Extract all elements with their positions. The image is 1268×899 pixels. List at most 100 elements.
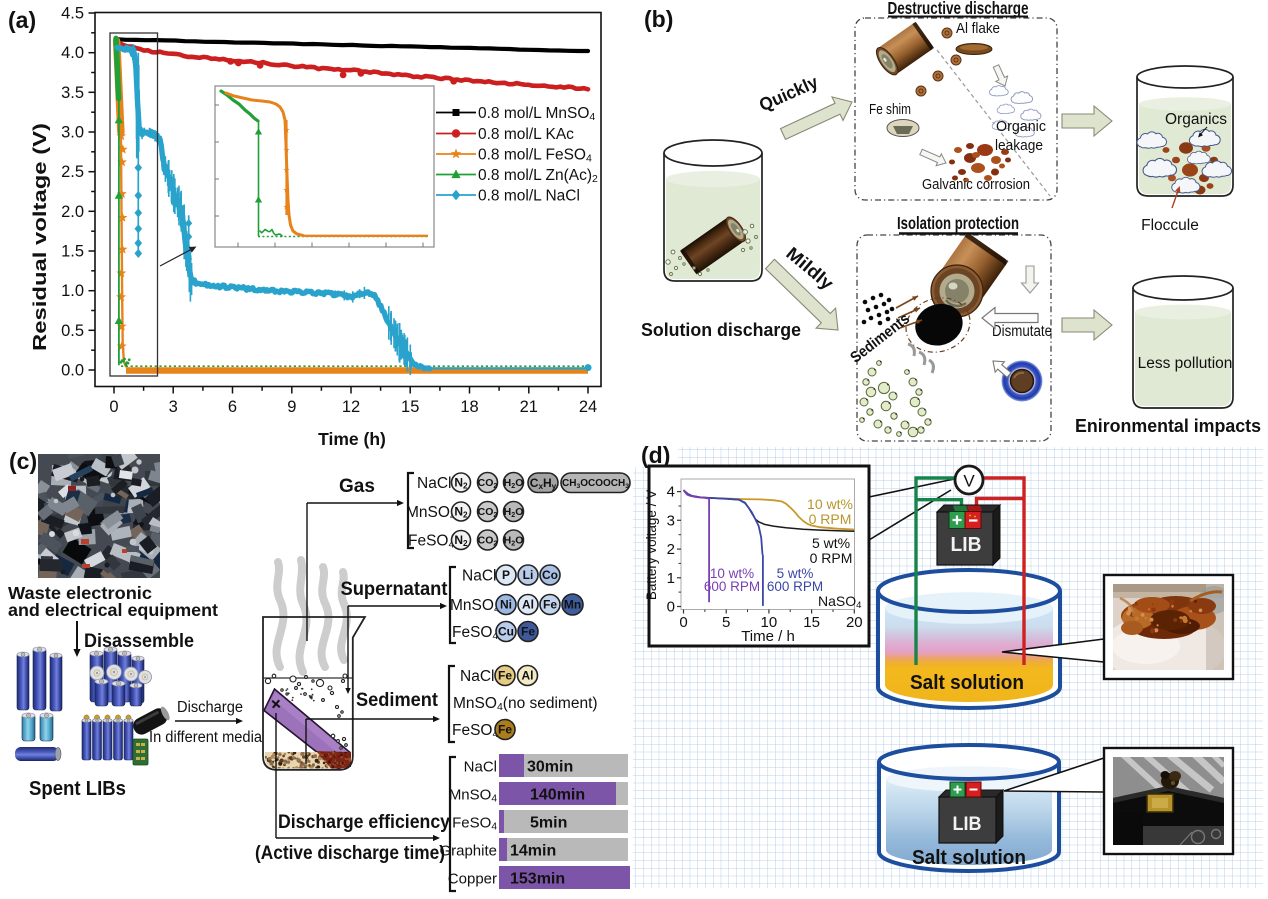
svg-text:Fe: Fe: [543, 598, 557, 612]
svg-text:N2: N2: [454, 505, 468, 520]
svg-text:Li: Li: [523, 568, 534, 582]
svg-text:N2: N2: [454, 533, 468, 548]
svg-text:10 wt%: 10 wt%: [710, 566, 754, 581]
svg-text:Fe shim: Fe shim: [869, 102, 911, 118]
svg-text:0: 0: [679, 614, 687, 631]
svg-text:3: 3: [667, 512, 675, 529]
svg-text:H2O: H2O: [504, 535, 524, 548]
svg-text:Fe: Fe: [498, 723, 512, 737]
svg-text:Dismutate: Dismutate: [992, 323, 1052, 340]
svg-text:NaSO4: NaSO4: [818, 593, 861, 611]
svg-text:0.5: 0.5: [61, 322, 84, 340]
svg-text:21: 21: [520, 398, 538, 416]
svg-text:4: 4: [667, 484, 675, 501]
svg-text:1.0: 1.0: [61, 282, 84, 300]
svg-text:MnSO4: MnSO4: [449, 787, 498, 805]
svg-text:(a): (a): [8, 7, 36, 33]
svg-text:Al flake: Al flake: [956, 21, 1000, 37]
svg-text:0 RPM: 0 RPM: [810, 550, 853, 566]
svg-text:12: 12: [342, 398, 360, 416]
svg-text:MnSO4(no sediment): MnSO4(no sediment): [453, 695, 598, 713]
svg-text:Co: Co: [542, 568, 558, 582]
svg-text:Copper: Copper: [448, 871, 497, 888]
svg-text:600 RPM: 600 RPM: [704, 579, 760, 594]
svg-text:0: 0: [109, 398, 118, 416]
svg-text:NaCl: NaCl: [464, 759, 497, 776]
svg-text:10: 10: [761, 614, 778, 631]
svg-text:20: 20: [846, 614, 863, 631]
svg-text:Organic: Organic: [996, 119, 1046, 135]
svg-text:CO2: CO2: [478, 535, 498, 548]
svg-text:H2O: H2O: [504, 506, 524, 519]
svg-text:Time / h: Time / h: [741, 628, 795, 645]
svg-text:Enironmental impacts: Enironmental impacts: [1075, 415, 1261, 436]
svg-text:FeSO4: FeSO4: [452, 624, 498, 642]
svg-text:Sediment: Sediment: [356, 690, 439, 711]
svg-text:24: 24: [579, 398, 597, 416]
svg-text:CO2: CO2: [478, 477, 498, 490]
svg-text:4.5: 4.5: [61, 5, 84, 23]
svg-text:0.8 mol/L FeSO4: 0.8 mol/L FeSO4: [478, 147, 592, 165]
svg-text:MnSO4: MnSO4: [450, 597, 500, 615]
svg-text:P: P: [502, 568, 510, 582]
svg-text:Graphite: Graphite: [439, 843, 497, 860]
svg-text:Destructive discharge: Destructive discharge: [888, 0, 1029, 18]
svg-text:Al: Al: [522, 598, 534, 612]
svg-text:Time (h): Time (h): [318, 429, 386, 449]
svg-text:4.0: 4.0: [61, 44, 84, 62]
svg-text:Battery voltage / V: Battery voltage / V: [644, 490, 659, 600]
svg-text:(Active discharge time): (Active discharge time): [255, 843, 445, 864]
svg-text:Salt solution: Salt solution: [910, 672, 1024, 694]
svg-text:18: 18: [460, 398, 478, 416]
svg-text:0: 0: [667, 599, 675, 616]
svg-text:Ni: Ni: [500, 598, 512, 612]
svg-text:N2: N2: [454, 476, 468, 491]
svg-text:1.5: 1.5: [61, 243, 84, 261]
svg-text:NaCl: NaCl: [417, 475, 451, 492]
svg-text:Less pollution: Less pollution: [1138, 355, 1233, 372]
svg-text:Residual voltage (V): Residual voltage (V): [30, 123, 50, 351]
svg-text:Spent LIBs: Spent LIBs: [29, 778, 126, 800]
svg-text:FeSO4: FeSO4: [452, 815, 497, 833]
svg-text:LIB: LIB: [951, 534, 982, 556]
svg-text:CO2: CO2: [478, 506, 498, 519]
svg-text:0.8 mol/L NaCl: 0.8 mol/L NaCl: [478, 188, 580, 205]
svg-text:600 RPM: 600 RPM: [767, 579, 823, 594]
svg-text:3.0: 3.0: [61, 124, 84, 142]
svg-text:5min: 5min: [530, 815, 567, 832]
svg-text:2.5: 2.5: [61, 163, 84, 181]
svg-text:Fe: Fe: [498, 669, 512, 683]
svg-text:(b): (b): [644, 6, 673, 32]
svg-text:H2O: H2O: [504, 477, 524, 490]
svg-text:10 wt%: 10 wt%: [807, 496, 853, 512]
svg-text:(d): (d): [641, 442, 670, 468]
svg-text:(c): (c): [9, 448, 37, 474]
svg-text:0 RPM: 0 RPM: [809, 511, 852, 527]
svg-text:0.8 mol/L KAc: 0.8 mol/L KAc: [478, 126, 574, 143]
svg-text:Gas: Gas: [339, 476, 375, 497]
svg-text:5 wt%: 5 wt%: [812, 535, 850, 551]
svg-text:FeSO4: FeSO4: [452, 722, 498, 740]
svg-text:5: 5: [722, 614, 730, 631]
svg-text:Fe: Fe: [521, 625, 535, 639]
svg-text:Discharge: Discharge: [177, 699, 243, 716]
svg-text:30min: 30min: [527, 759, 573, 776]
svg-text:Discharge efficiency: Discharge efficiency: [278, 812, 450, 833]
svg-text:14min: 14min: [510, 843, 556, 860]
svg-text:Al: Al: [522, 669, 534, 683]
svg-text:Waste electronic: Waste electronic: [8, 583, 152, 603]
svg-text:and electrical equipment: and electrical equipment: [8, 600, 218, 620]
svg-text:Organics: Organics: [1165, 111, 1227, 128]
svg-text:NaCl: NaCl: [462, 568, 496, 585]
svg-text:2: 2: [667, 541, 675, 558]
svg-text:LIB: LIB: [953, 814, 982, 835]
svg-text:0.8 mol/L Zn(Ac)2: 0.8 mol/L Zn(Ac)2: [478, 167, 598, 185]
svg-text:Floccule: Floccule: [1141, 217, 1199, 234]
svg-text:1: 1: [667, 570, 675, 587]
svg-text:Mn: Mn: [564, 598, 581, 612]
svg-text:Cu: Cu: [498, 625, 514, 639]
svg-text:Disassemble: Disassemble: [84, 631, 194, 652]
svg-text:0.8 mol/L MnSO4: 0.8 mol/L MnSO4: [478, 105, 595, 123]
svg-text:Salt solution: Salt solution: [912, 847, 1026, 869]
svg-text:9: 9: [287, 398, 296, 416]
